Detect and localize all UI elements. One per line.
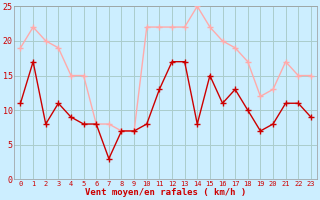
- X-axis label: Vent moyen/en rafales ( km/h ): Vent moyen/en rafales ( km/h ): [85, 188, 246, 197]
